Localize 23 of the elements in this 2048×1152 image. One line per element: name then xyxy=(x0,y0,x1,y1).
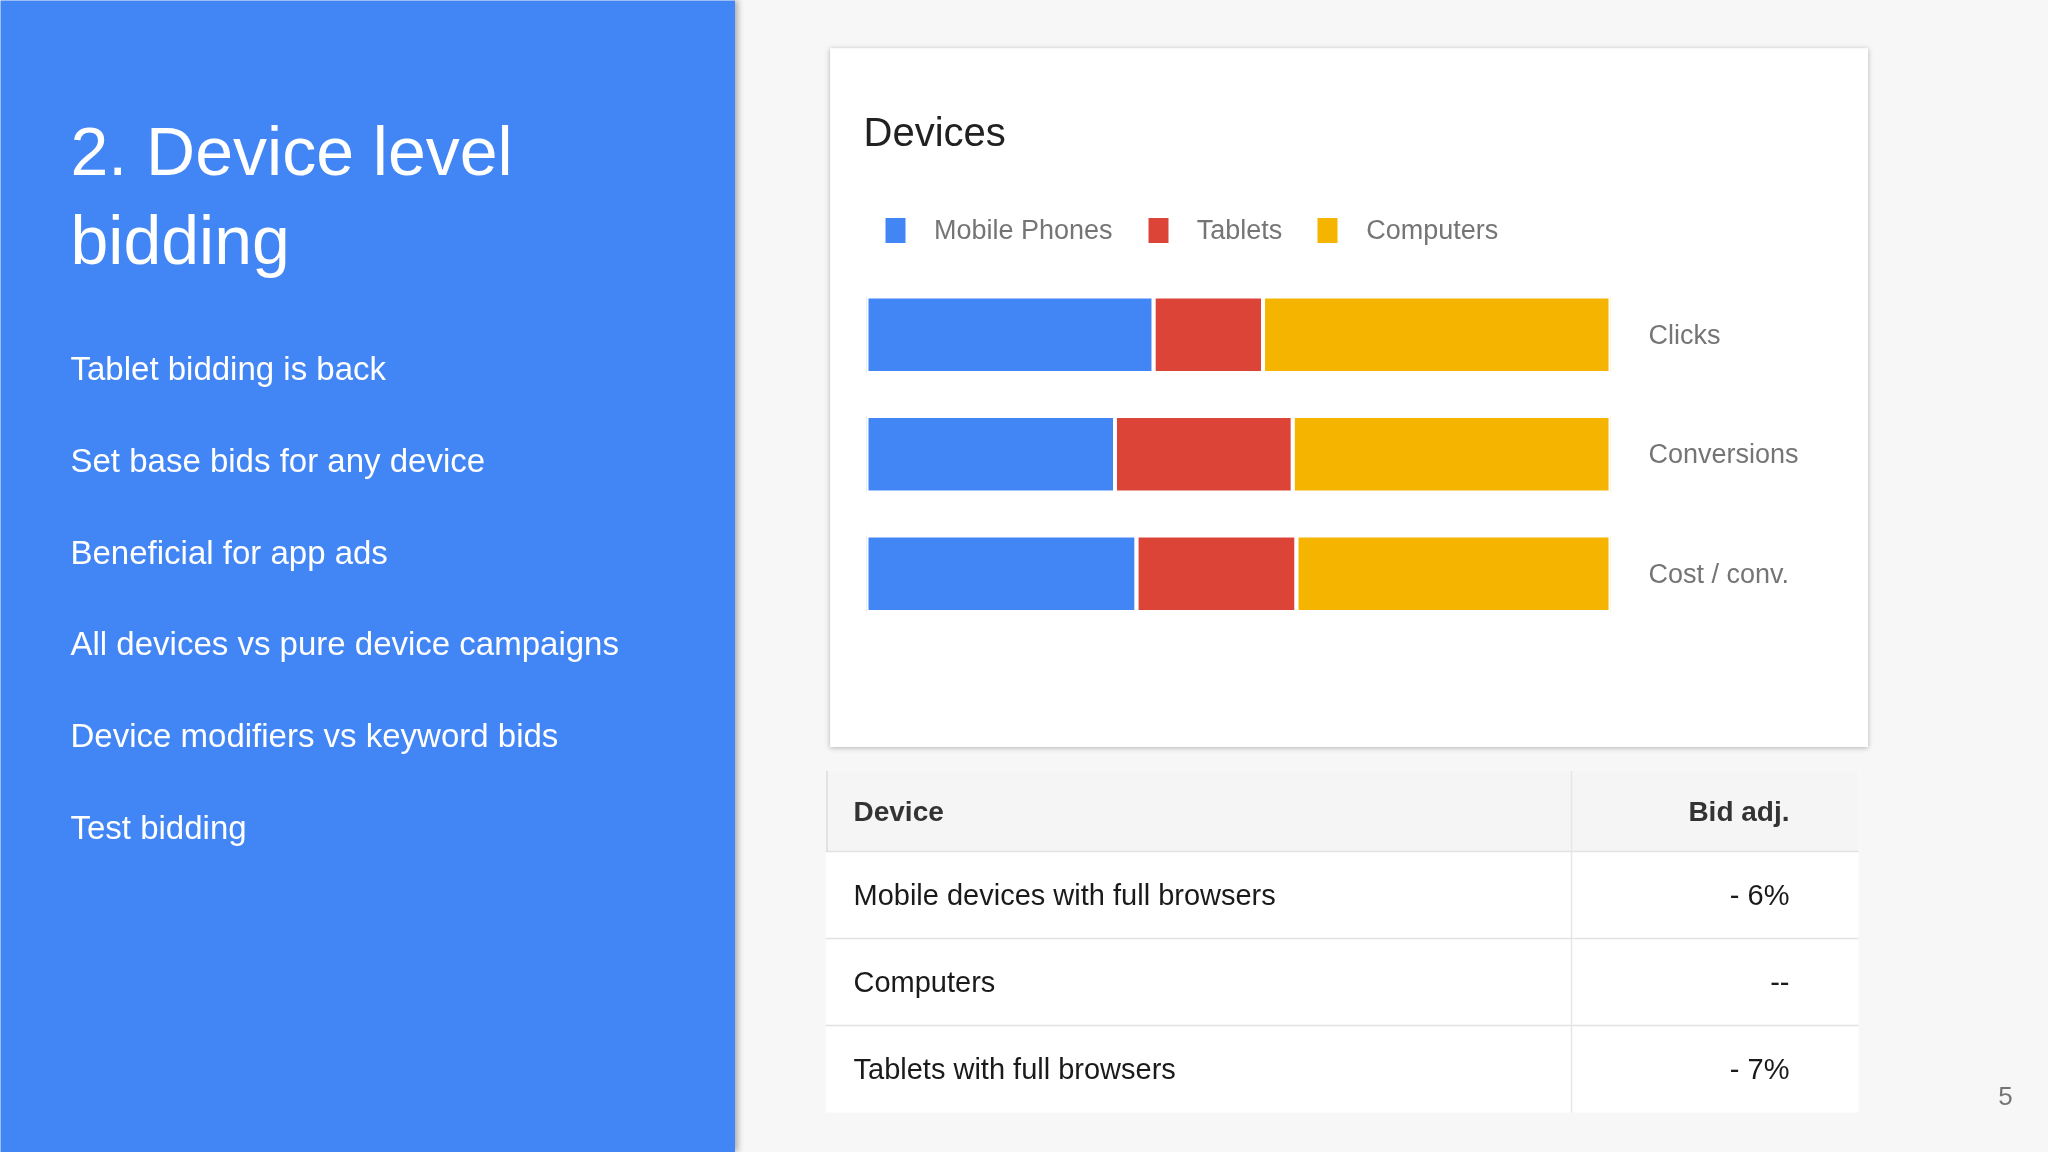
legend-label: Tablets xyxy=(1196,214,1283,246)
text: All devices vs pure device campaigns xyxy=(70,625,619,663)
text: Bid adj. xyxy=(1688,795,1790,827)
text: - 6% xyxy=(1729,879,1790,911)
text: Device modifiers vs keyword bids xyxy=(70,717,559,755)
y-tick-label: Clicks xyxy=(1648,319,1721,350)
text: Test bidding xyxy=(70,809,247,846)
legend-label: Mobile Phones xyxy=(934,214,1113,246)
text: Computers xyxy=(853,966,996,998)
text: Mobile devices with full browsers xyxy=(853,879,1276,911)
text: Tablets with full browsers xyxy=(853,1053,1176,1085)
text: -- xyxy=(1770,966,1790,998)
text: Tablet bidding is back xyxy=(70,350,387,387)
legend-label: Computers xyxy=(1366,214,1499,246)
text: Beneficial for app ads xyxy=(70,533,388,571)
text: 5 xyxy=(1998,1080,2013,1111)
text: 2. Device level bidding xyxy=(70,112,513,279)
text: Set base bids for any device xyxy=(70,441,486,479)
y-tick-label: Conversions xyxy=(1648,439,1799,470)
text: - 7% xyxy=(1729,1053,1790,1085)
y-tick-label: Cost / conv. xyxy=(1648,558,1790,589)
chart-title: Devices xyxy=(863,110,1006,154)
text: Device xyxy=(853,795,944,827)
